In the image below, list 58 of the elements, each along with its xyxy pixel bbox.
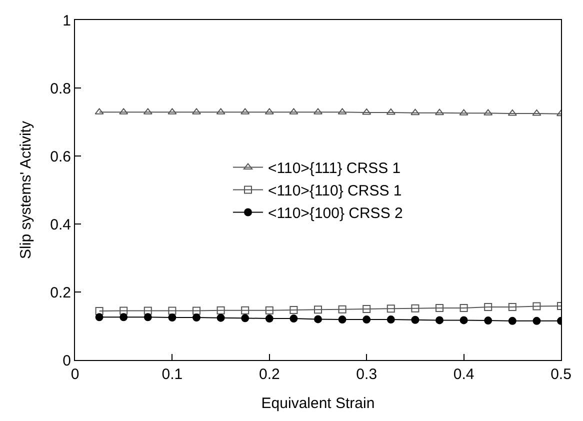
- point: [362, 108, 372, 115]
- x-tick-label: 0.4: [453, 366, 474, 383]
- point: [290, 314, 298, 323]
- point: [386, 316, 395, 324]
- x-tick-label: 0.5: [550, 366, 572, 383]
- point: [192, 314, 200, 322]
- x-tick-label: 0.2: [258, 366, 280, 383]
- point: [216, 314, 225, 322]
- point: [410, 108, 420, 116]
- point: [362, 316, 371, 324]
- point: [532, 316, 541, 325]
- point: [95, 307, 104, 316]
- legend-label: <110>{110} CRSS 1: [268, 182, 402, 200]
- point: [314, 315, 322, 324]
- point: [120, 306, 128, 315]
- point: [436, 304, 444, 312]
- point: [411, 316, 420, 324]
- y-axis-title: Slip systems' Activity: [17, 120, 34, 259]
- point: [362, 305, 371, 313]
- y-tick-label: 0.2: [50, 284, 71, 302]
- point: [265, 306, 274, 314]
- point: [241, 306, 250, 314]
- point: [338, 305, 346, 314]
- point: [95, 313, 104, 322]
- point: [290, 306, 298, 314]
- y-tick-label: 0: [62, 352, 71, 370]
- point: [411, 304, 420, 312]
- point: [484, 316, 492, 325]
- point: [168, 306, 176, 315]
- point: [386, 304, 395, 313]
- point: [192, 306, 200, 315]
- point: [434, 108, 444, 116]
- point: [386, 108, 396, 115]
- point: [144, 306, 152, 315]
- x-axis-title: Equivalent Strain: [261, 395, 375, 412]
- point: [314, 306, 322, 314]
- point: [241, 314, 250, 322]
- point: [168, 314, 176, 322]
- point: [460, 316, 468, 324]
- point: [532, 302, 541, 310]
- point: [144, 313, 152, 322]
- y-tick-label: 0.6: [50, 148, 71, 166]
- point: [265, 314, 274, 323]
- legend-label: <110>{100} CRSS 2: [268, 205, 403, 222]
- point: [120, 313, 128, 322]
- y-tick-label: 0.8: [50, 80, 71, 98]
- x-tick-label: 0.3: [356, 366, 378, 383]
- point: [338, 316, 346, 324]
- point: [460, 304, 468, 312]
- point: [508, 302, 516, 311]
- point: [436, 316, 444, 324]
- x-tick-label: 0.1: [162, 366, 183, 383]
- point: [508, 316, 516, 325]
- legend-label: <110>{111} CRSS 1: [268, 160, 401, 178]
- y-tick-label: 0.4: [50, 216, 71, 234]
- point: [216, 306, 225, 314]
- point: [484, 302, 492, 311]
- y-tick-label: 1: [62, 12, 71, 30]
